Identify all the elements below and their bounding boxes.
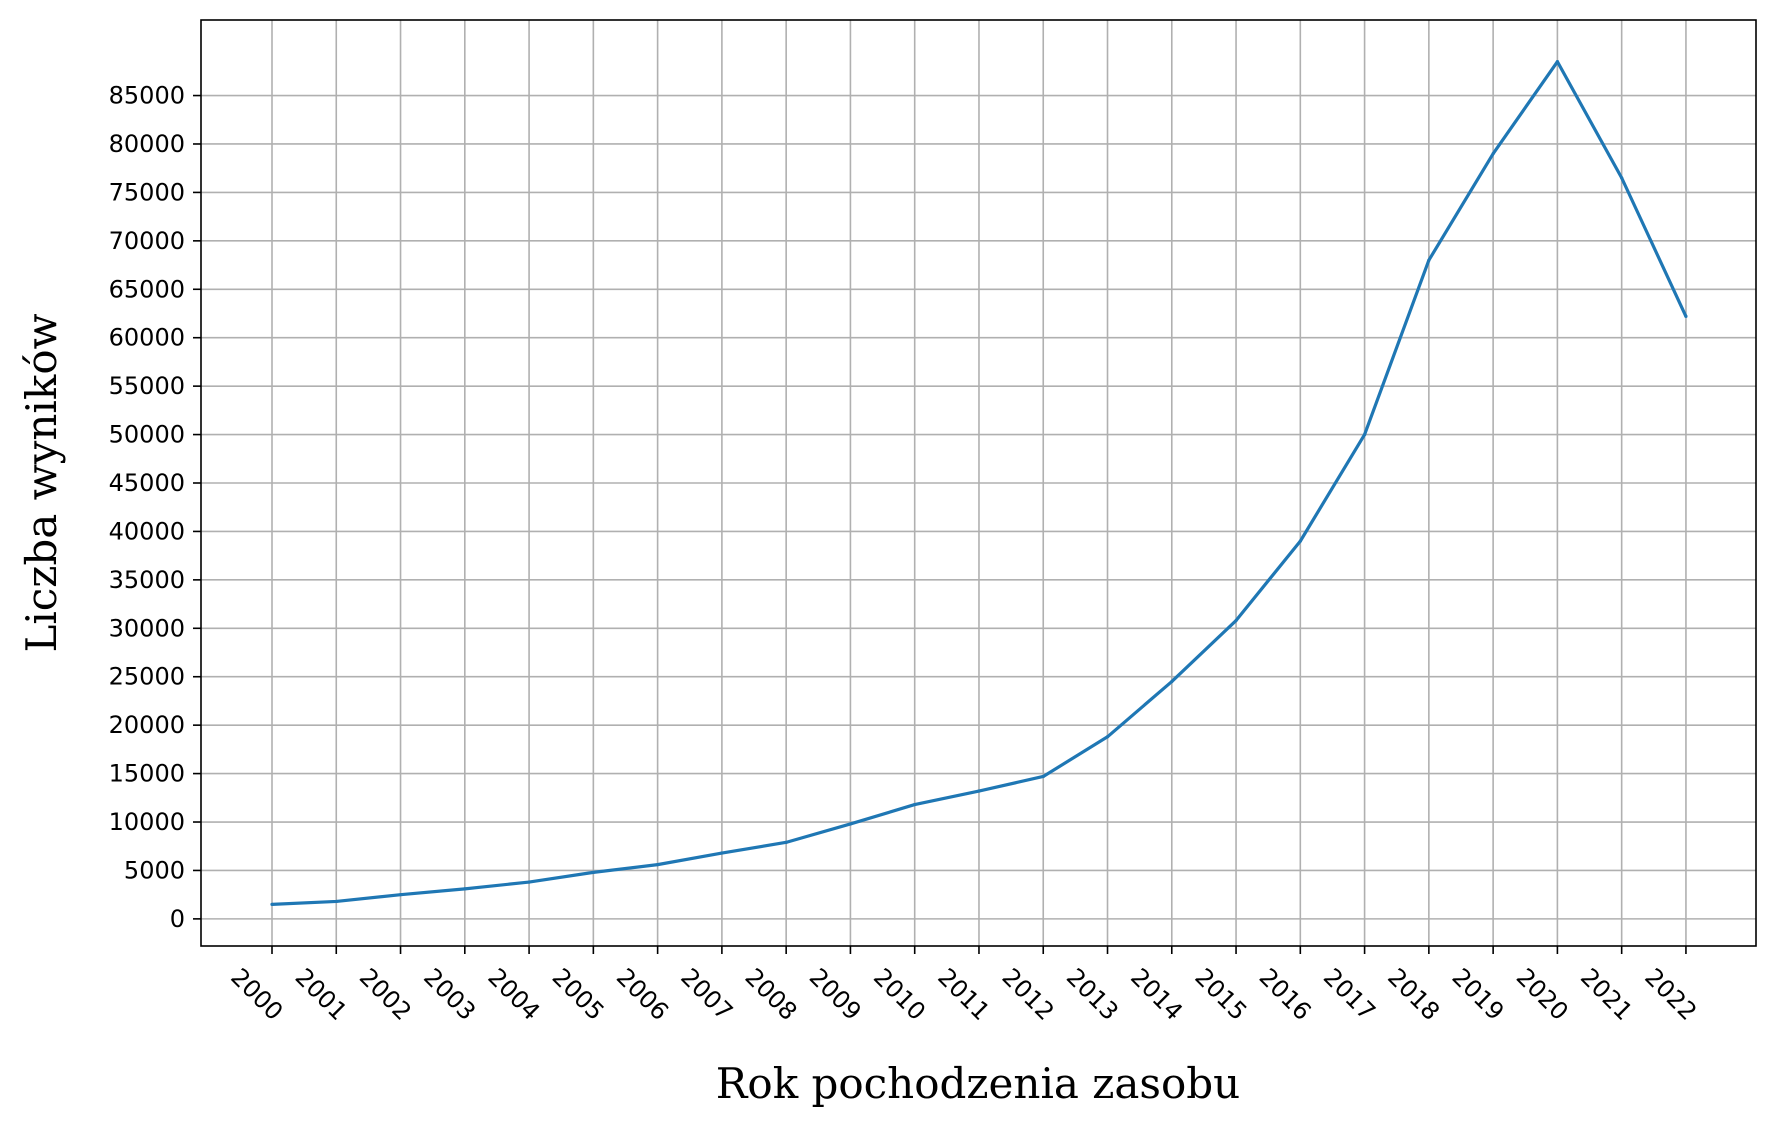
data-point — [1684, 314, 1688, 318]
y-tick-label: 35000 — [109, 566, 185, 594]
data-point — [398, 893, 403, 897]
y-tick-label: 0 — [170, 905, 185, 933]
y-tick-label: 65000 — [109, 275, 185, 303]
y-tick-label: 10000 — [109, 808, 185, 836]
data-point — [1170, 679, 1174, 684]
data-point — [1555, 60, 1559, 64]
y-tick-label: 70000 — [109, 227, 185, 255]
y-tick-label: 50000 — [109, 421, 185, 449]
y-tick-label: 25000 — [109, 663, 185, 691]
data-point — [1620, 176, 1624, 180]
y-axis-title: Liczba wyników — [17, 313, 66, 652]
y-tick-label: 60000 — [109, 324, 185, 352]
data-point — [720, 851, 724, 855]
data-point — [977, 789, 981, 793]
data-point — [1105, 735, 1110, 739]
series-layer — [270, 60, 1688, 906]
y-tick-label: 85000 — [109, 82, 185, 110]
data-point — [463, 887, 467, 891]
data-point — [1362, 432, 1367, 437]
data-point — [1041, 774, 1045, 779]
data-point — [784, 840, 788, 844]
data-point — [1298, 539, 1302, 543]
y-tick-label: 45000 — [109, 469, 185, 497]
y-tick-label: 30000 — [109, 614, 185, 642]
y-tick-label: 5000 — [124, 856, 185, 884]
data-point — [913, 802, 917, 807]
y-tick-label: 75000 — [109, 178, 185, 206]
y-tick-label: 40000 — [109, 517, 185, 545]
data-point — [656, 863, 660, 867]
y-tick-label: 55000 — [109, 372, 185, 400]
data-point — [591, 870, 595, 874]
x-axis-title: Rok pochodzenia zasobu — [716, 1059, 1240, 1108]
data-point — [848, 822, 853, 826]
data-point — [270, 902, 274, 906]
grid-layer — [201, 20, 1756, 946]
y-tick-label: 80000 — [109, 130, 185, 158]
y-tick-label: 15000 — [109, 760, 185, 788]
data-point — [527, 880, 531, 884]
y-tick-label: 20000 — [109, 711, 185, 739]
data-point — [1491, 152, 1495, 156]
data-point — [1427, 258, 1431, 262]
data-point — [334, 899, 338, 904]
data-point — [1234, 618, 1238, 623]
